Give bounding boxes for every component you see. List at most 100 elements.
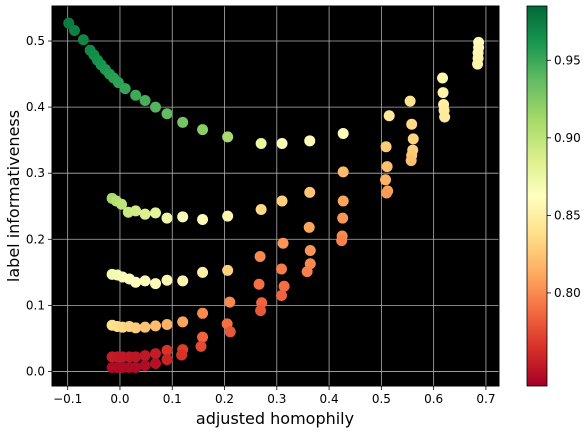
x-tick-label: 0.3 [267,392,286,406]
colorbar-tick-label: 0.95 [554,53,581,67]
data-point [197,213,209,225]
data-point [303,221,315,233]
data-point [150,320,162,332]
data-point [304,245,316,257]
data-point [195,340,207,352]
data-point [439,111,451,123]
data-point [197,331,209,343]
data-point [130,322,142,334]
data-point [150,207,162,219]
data-point [176,349,188,361]
data-point [255,305,267,317]
data-point [381,161,393,173]
y-axis-label: label informativeness [4,110,23,282]
data-point [130,276,142,288]
data-point [139,350,151,362]
colorbar [526,5,548,387]
data-point [222,210,234,222]
data-point [139,275,151,287]
data-point [337,128,349,140]
data-point [276,195,288,207]
data-point [119,83,131,95]
data-point [224,326,236,338]
data-point [301,266,313,278]
data-point [253,278,265,290]
data-point [381,187,393,199]
x-tick-label: 0.5 [372,392,391,406]
plot-frame [51,5,500,387]
data-point [177,316,189,328]
data-point [406,118,418,130]
data-point [277,237,289,249]
data-point [116,198,128,210]
data-point [337,195,349,207]
data-point [222,264,234,276]
x-tick-label: 0.1 [163,392,182,406]
data-point [130,361,142,373]
data-point [161,274,173,286]
data-point [161,319,173,331]
data-point [255,137,267,149]
colorbar-tick-label: 0.90 [554,131,581,145]
data-point [150,101,162,113]
data-point [150,358,162,370]
data-point [276,289,288,301]
colorbar-tick-label: 0.85 [554,208,581,222]
data-point [254,250,266,262]
x-tick-label: 0.0 [110,392,129,406]
data-points [63,17,485,373]
data-point [224,296,236,308]
colorbar-ticks: 0.80 0.85 0.90 0.95 [547,53,581,300]
data-point [130,351,142,363]
y-tick-label: 0.0 [26,364,45,378]
data-point [222,131,234,143]
y-tick-label: 0.1 [26,298,45,312]
data-point [161,212,173,224]
data-point [139,321,151,333]
grid [52,6,499,386]
x-tick-label: 0.6 [424,392,443,406]
data-point [276,263,288,275]
data-point [177,211,189,223]
data-point [130,89,142,101]
data-point [161,344,173,356]
data-point [150,278,162,290]
data-point [139,360,151,372]
colorbar-tick-label: 0.80 [554,286,581,300]
data-point [437,72,449,84]
data-point [150,348,162,360]
data-point [278,280,290,292]
data-point [130,205,142,217]
data-point [380,141,392,153]
data-point [197,266,209,278]
x-axis-ticks: −0.1 0.0 0.1 0.2 0.3 0.4 0.5 0.6 0.7 [53,386,495,406]
y-axis-ticks: 0.0 0.1 0.2 0.3 0.4 0.5 [26,34,52,378]
x-tick-label: −0.1 [53,392,82,406]
y-tick-label: 0.4 [26,100,45,114]
data-point [197,307,209,319]
data-point [177,116,189,128]
data-point [304,186,316,198]
data-point [161,354,173,366]
y-tick-label: 0.2 [26,232,45,246]
data-point [177,275,189,287]
data-point [472,58,484,70]
data-point [337,166,349,178]
y-tick-label: 0.3 [26,166,45,180]
data-point [336,235,348,247]
data-point [255,204,267,216]
data-point [405,155,417,167]
data-point [139,208,151,220]
data-point [437,87,449,99]
data-point [139,95,151,107]
data-point [276,137,288,149]
data-point [407,133,419,145]
data-point [380,174,392,186]
data-point [77,34,89,46]
data-point [68,24,80,36]
x-tick-label: 0.4 [320,392,339,406]
data-point [337,212,349,224]
data-point [161,108,173,120]
data-point [304,135,316,147]
